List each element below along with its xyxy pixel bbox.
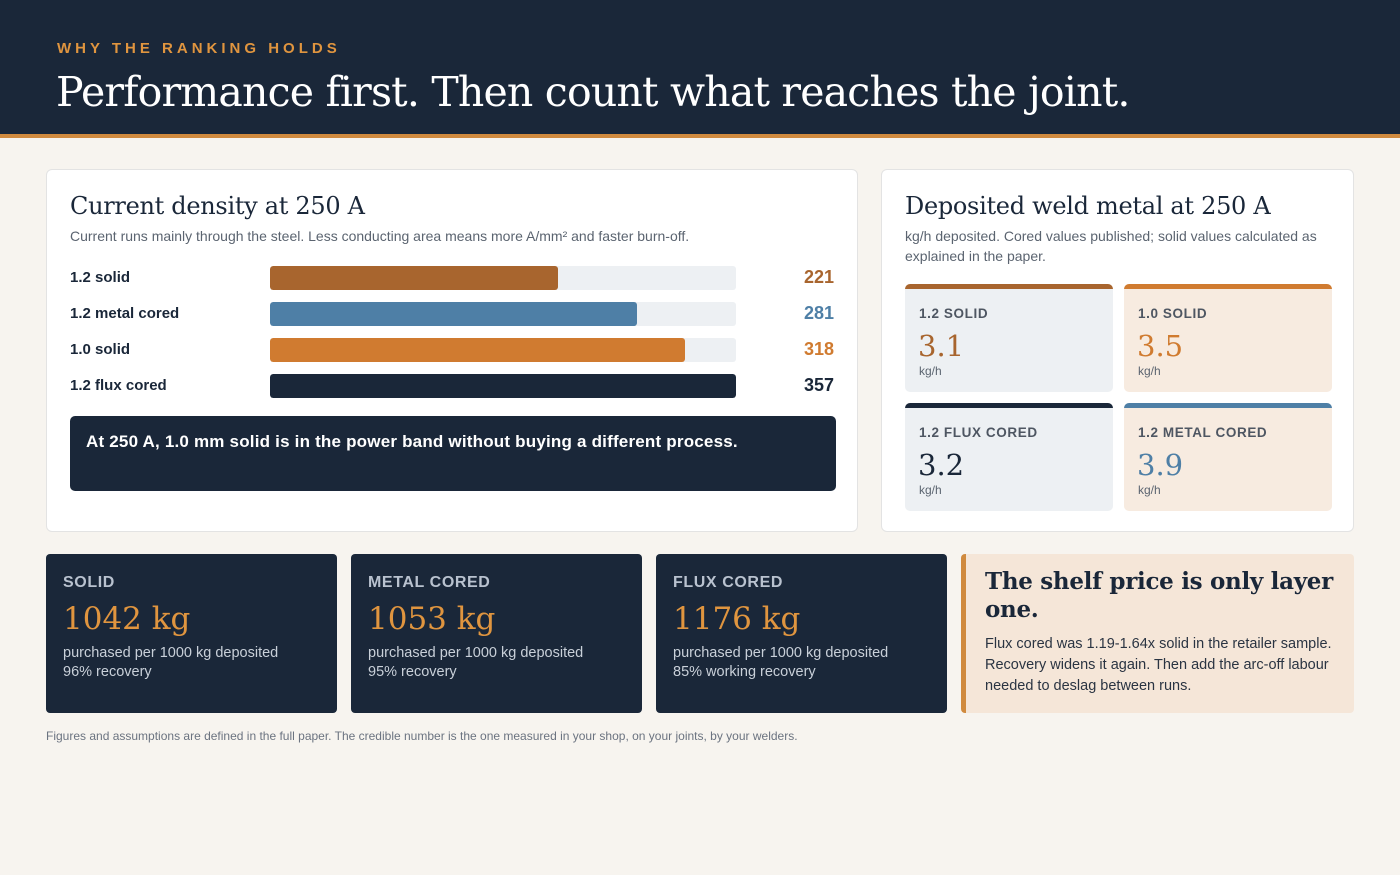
deposit-tile-unit: kg/h bbox=[919, 483, 942, 497]
stat-card-solid: SOLID 1042 kg purchased per 1000 kg depo… bbox=[46, 554, 337, 713]
stat-label: FLUX CORED bbox=[673, 574, 783, 591]
bar bbox=[270, 266, 559, 290]
stat-line-2: 85% working recovery bbox=[673, 664, 816, 680]
bar bbox=[270, 338, 686, 362]
bar-value-label: 281 bbox=[803, 303, 834, 323]
deposit-tile: 1.2 FLUX CORED 3.2 kg/h bbox=[905, 403, 1113, 511]
deposit-tile: 1.0 SOLID 3.5 kg/h bbox=[1124, 284, 1332, 392]
deposit-tile-value: 3.2 bbox=[918, 448, 965, 482]
deposit-card-title: Deposited weld metal at 250 A bbox=[905, 192, 1271, 220]
bar bbox=[270, 374, 736, 398]
note-body: Flux cored was 1.19-1.64x solid in the r… bbox=[985, 636, 1332, 694]
bar bbox=[270, 302, 637, 326]
page-header: WHY THE RANKING HOLDS Performance first.… bbox=[0, 0, 1400, 138]
footer-note: Figures and assumptions are defined in t… bbox=[46, 729, 798, 743]
density-callout: At 250 A, 1.0 mm solid is in the power b… bbox=[70, 416, 836, 491]
deposited-metal-card: Deposited weld metal at 250 A kg/h depos… bbox=[881, 169, 1354, 532]
bar-track bbox=[270, 338, 736, 362]
eyebrow: WHY THE RANKING HOLDS bbox=[57, 40, 341, 57]
stat-label: METAL CORED bbox=[368, 574, 491, 591]
bar-label: 1.2 solid bbox=[70, 269, 131, 286]
page-title: Performance first. Then count what reach… bbox=[56, 68, 1130, 116]
stat-line-2: 96% recovery bbox=[63, 664, 152, 680]
bar-track bbox=[270, 374, 736, 398]
deposit-tile-label: 1.2 METAL CORED bbox=[1138, 425, 1268, 440]
shelf-price-note: The shelf price is only layer one. Flux … bbox=[961, 554, 1354, 713]
stat-line-1: purchased per 1000 kg deposited bbox=[368, 645, 584, 661]
density-card-subtitle: Current runs mainly through the steel. L… bbox=[70, 228, 690, 244]
bar-value-label: 357 bbox=[803, 375, 834, 395]
stat-card-metal-cored: METAL CORED 1053 kg purchased per 1000 k… bbox=[351, 554, 642, 713]
stat-card-flux-cored: FLUX CORED 1176 kg purchased per 1000 kg… bbox=[656, 554, 947, 713]
bar-value-label: 221 bbox=[803, 267, 834, 287]
stat-line-2: 95% recovery bbox=[368, 664, 457, 680]
deposit-tile-value: 3.5 bbox=[1137, 329, 1184, 363]
deposit-tile-label: 1.0 SOLID bbox=[1138, 306, 1208, 321]
stat-label: SOLID bbox=[63, 574, 115, 591]
deposit-tile: 1.2 SOLID 3.1 kg/h bbox=[905, 284, 1113, 392]
bar-label: 1.0 solid bbox=[70, 341, 131, 358]
stat-line-1: purchased per 1000 kg deposited bbox=[673, 645, 889, 661]
bar-label: 1.2 flux cored bbox=[70, 377, 167, 394]
deposit-tile-unit: kg/h bbox=[919, 364, 942, 378]
deposit-tile-label: 1.2 FLUX CORED bbox=[919, 425, 1038, 440]
current-density-card: Current density at 250 A Current runs ma… bbox=[46, 169, 858, 532]
bar-track bbox=[270, 266, 736, 290]
deposit-tile-value: 3.9 bbox=[1137, 448, 1184, 482]
bar-value-label: 318 bbox=[803, 339, 834, 359]
deposit-tile-label: 1.2 SOLID bbox=[919, 306, 989, 321]
deposit-card-subtitle: kg/h deposited. Cored values published; … bbox=[905, 228, 1317, 264]
stat-line-1: purchased per 1000 kg deposited bbox=[63, 645, 279, 661]
bar-label: 1.2 metal cored bbox=[70, 305, 180, 322]
stat-value: 1053 kg bbox=[368, 601, 496, 637]
density-card-title: Current density at 250 A bbox=[70, 192, 365, 220]
bar-track bbox=[270, 302, 736, 326]
deposit-tile-unit: kg/h bbox=[1138, 483, 1161, 497]
stat-value: 1176 kg bbox=[673, 601, 801, 637]
deposit-tile-value: 3.1 bbox=[918, 329, 965, 363]
note-title: The shelf price is only layer one. bbox=[985, 568, 1333, 623]
deposit-tile: 1.2 METAL CORED 3.9 kg/h bbox=[1124, 403, 1332, 511]
deposit-tile-unit: kg/h bbox=[1138, 364, 1161, 378]
stat-value: 1042 kg bbox=[63, 601, 191, 637]
